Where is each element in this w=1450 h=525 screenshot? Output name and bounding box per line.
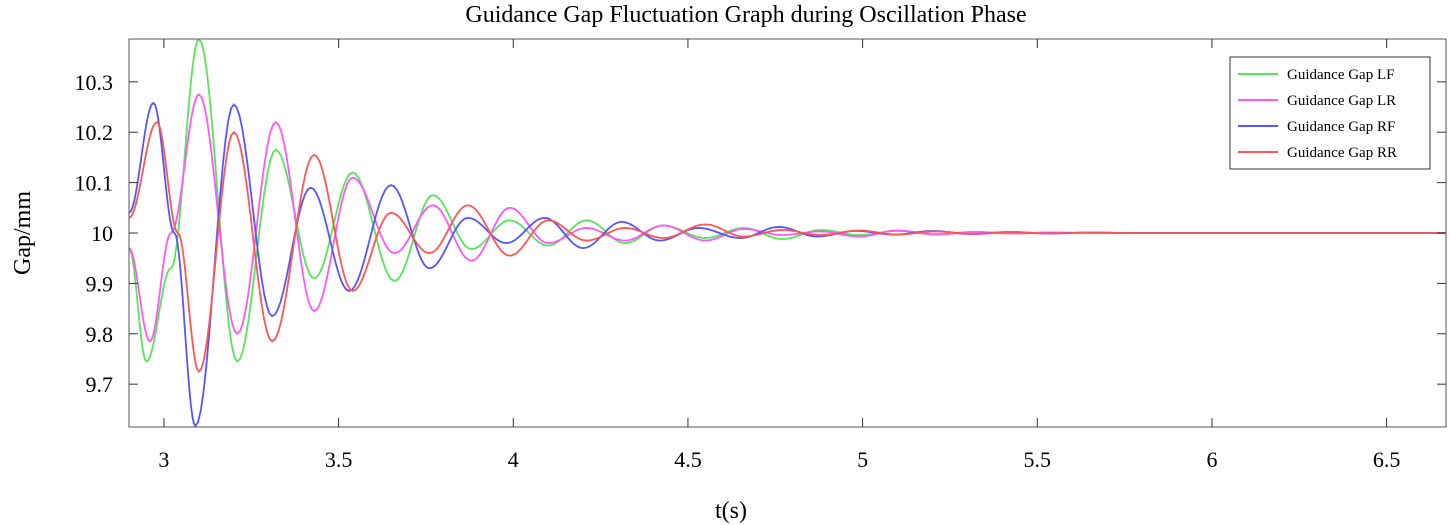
legend-label-1: Guidance Gap LF [1287,67,1394,83]
legend: Guidance Gap LF Guidance Gap LR Guidance G… [1229,56,1431,170]
legend-label-4: Guidance Gap RR [1287,145,1397,161]
y-tick-label: 9.8 [86,322,114,347]
y-tick-label: 10.2 [75,120,114,145]
x-axis: 3 3.5 4 4.5 5 5.5 6 6.5 [158,39,1400,472]
y-tick-label: 10.3 [75,70,114,95]
x-tick-label: 3 [158,447,169,472]
legend-box [1229,56,1431,170]
y-axis-label: Gap/mm [10,191,36,275]
series-line-4 [129,121,1446,373]
x-axis-label: t(s) [715,498,747,524]
x-tick-label: 5.5 [1024,447,1052,472]
x-tick-label: 4.5 [674,447,702,472]
x-tick-label: 6 [1206,447,1217,472]
y-tick-label: 9.7 [86,372,114,397]
x-tick-label: 3.5 [325,447,353,472]
x-tick-label: 5 [857,447,868,472]
y-axis: 9.7 9.8 9.9 10 10.1 10.2 10.3 [75,70,1446,397]
y-tick-label: 10.1 [75,171,114,196]
legend-label-2: Guidance Gap LR [1287,93,1396,109]
x-tick-label: 4 [508,447,519,472]
x-tick-label: 6.5 [1373,447,1401,472]
y-tick-label: 9.9 [86,271,114,296]
chart-title: Guidance Gap Fluctuation Graph during Os… [465,2,1026,28]
series-layer [129,39,1446,427]
y-tick-label: 10 [91,221,113,246]
legend-label-3: Guidance Gap RF [1287,119,1395,135]
